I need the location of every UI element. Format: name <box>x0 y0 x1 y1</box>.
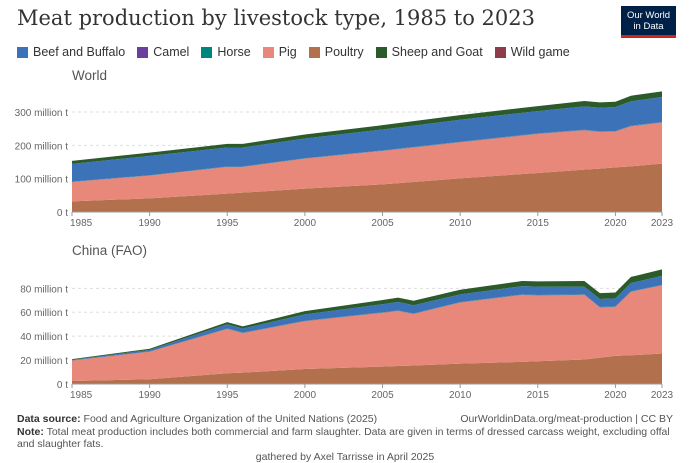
x-tick-label: 2015 <box>527 390 550 401</box>
x-tick-label: 2020 <box>604 390 627 401</box>
note-label: Note: <box>17 426 44 438</box>
panel-title: China (FAO) <box>72 243 147 258</box>
y-tick-label: 0 t <box>57 380 68 391</box>
x-tick-label: 2000 <box>294 390 317 401</box>
x-tick-label: 1990 <box>139 218 162 229</box>
x-tick-label: 2005 <box>371 218 394 229</box>
x-tick-label: 2015 <box>527 218 550 229</box>
source-url[interactable]: OurWorldinData.org/meat-production | CC … <box>460 413 673 426</box>
y-tick-label: 20 million t <box>20 356 68 367</box>
chart-panel-world: World 0 t 100 million t 200 million t 300 mi… <box>15 68 674 229</box>
y-tick-label: 40 million t <box>20 332 68 343</box>
panel-title: World <box>72 68 107 83</box>
chart-panel-china: China (FAO) 0 t 20 million t 40 million t 60… <box>20 243 673 401</box>
y-tick-label: 200 million t <box>15 141 69 152</box>
x-tick-label: 2005 <box>371 390 394 401</box>
y-tick-label: 80 million t <box>20 284 68 295</box>
x-tick-label: 2010 <box>449 218 472 229</box>
note-text: Total meat production includes both comm… <box>17 426 670 451</box>
source-label: Data source: <box>17 413 81 425</box>
x-tick-label: 2023 <box>651 390 674 401</box>
y-tick-label: 60 million t <box>20 308 68 319</box>
y-tick-label: 0 t <box>57 208 68 219</box>
footer: Data source: Food and Agriculture Organi… <box>17 413 673 463</box>
source-text: Food and Agriculture Organization of the… <box>84 413 378 425</box>
x-tick-label: 1995 <box>216 218 239 229</box>
x-tick-label: 2020 <box>604 218 627 229</box>
x-tick-label: 2010 <box>449 390 472 401</box>
x-tick-label: 1995 <box>216 390 239 401</box>
x-tick-label: 2023 <box>651 218 674 229</box>
x-tick-label: 2000 <box>294 218 317 229</box>
x-tick-label: 1985 <box>70 390 93 401</box>
x-tick-label: 1985 <box>70 218 93 229</box>
y-tick-label: 100 million t <box>15 175 69 186</box>
y-tick-label: 300 million t <box>15 108 69 119</box>
x-tick-label: 1990 <box>139 390 162 401</box>
gathered-by: gathered by Axel Tarrisse in April 2025 <box>17 451 673 463</box>
